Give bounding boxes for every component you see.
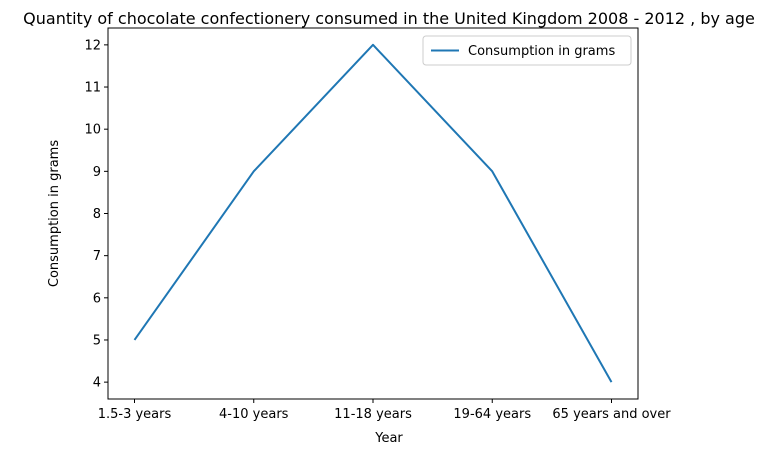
legend-label: Consumption in grams <box>468 44 615 59</box>
y-tick-label: 9 <box>93 165 101 180</box>
y-tick-label: 4 <box>93 376 101 391</box>
y-tick-label: 7 <box>93 249 101 264</box>
plot-area <box>108 28 638 399</box>
chart-title: Quantity of chocolate confectionery cons… <box>23 9 755 28</box>
x-tick-label: 11-18 years <box>334 407 412 422</box>
x-tick-label: 19-64 years <box>453 407 531 422</box>
y-tick-label: 10 <box>84 123 101 138</box>
y-tick-label: 6 <box>93 291 101 306</box>
legend-box <box>422 35 632 66</box>
legend: Consumption in grams <box>422 35 632 66</box>
y-axis: 4 5 6 7 8 9 10 11 12 <box>84 38 108 391</box>
x-axis-label: Year <box>374 431 403 446</box>
x-tick-label: 1.5-3 years <box>98 407 172 422</box>
plot-frame <box>107 27 639 400</box>
x-tick-label: 65 years and over <box>552 407 671 422</box>
x-tick-label: 4-10 years <box>219 407 289 422</box>
y-tick-label: 8 <box>93 207 101 222</box>
series-layer <box>133 43 613 383</box>
x-axis: 1.5-3 years 4-10 years 11-18 years 19-64 ye… <box>98 399 671 422</box>
y-axis-label: Consumption in grams <box>47 140 62 287</box>
y-tick-label: 12 <box>84 38 101 53</box>
y-tick-label: 5 <box>93 333 101 348</box>
y-tick-label: 11 <box>84 81 101 96</box>
